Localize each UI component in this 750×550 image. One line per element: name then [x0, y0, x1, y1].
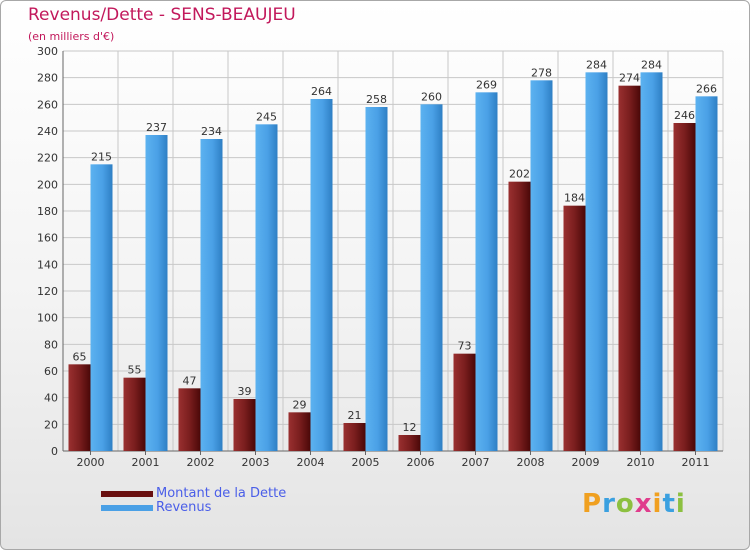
bar-dette [233, 399, 256, 451]
data-label-revenus: 266 [696, 82, 717, 95]
data-labels: 65 55 47 39 29 21 12 73 202 184 274 246 215 237 234 245… [73, 58, 718, 434]
chart-title: Revenus/Dette - SENS-BEAUJEU [28, 5, 296, 25]
data-label-dette: 29 [293, 398, 307, 411]
y-tick-label: 80 [44, 338, 58, 351]
data-label-dette: 202 [509, 168, 530, 181]
bar-revenus [365, 107, 388, 451]
y-tick-label: 0 [51, 445, 58, 458]
data-label-dette: 246 [674, 109, 695, 122]
data-label-revenus: 284 [641, 58, 662, 71]
y-tick-label: 220 [37, 152, 58, 165]
bar-dette [453, 353, 476, 451]
bar-dette [343, 423, 366, 451]
bar-revenus [90, 164, 113, 452]
y-tick-label: 60 [44, 365, 58, 378]
x-tick-label: 2009 [572, 456, 600, 469]
logo-letter: t [662, 489, 676, 519]
bars [68, 72, 718, 452]
x-tick-label: 2011 [682, 456, 710, 469]
data-label-dette: 65 [73, 350, 87, 363]
grid-lines [62, 50, 724, 452]
legend-label-revenus: Revenus [156, 500, 212, 515]
bar-dette [68, 364, 91, 451]
y-tick-label: 160 [37, 232, 58, 245]
bar-dette [288, 412, 311, 451]
logo-letter: o [615, 489, 635, 519]
bar-revenus [530, 80, 553, 451]
bar-dette [398, 435, 421, 451]
x-tick-label: 2010 [627, 456, 655, 469]
x-tick-label: 2005 [352, 456, 380, 469]
data-label-revenus: 258 [366, 93, 387, 106]
logo-letter: r [602, 489, 616, 519]
bar-revenus [145, 135, 168, 451]
data-label-dette: 184 [564, 192, 585, 205]
chart-subtitle: (en milliers d'€) [28, 30, 115, 43]
y-tick-label: 280 [37, 72, 58, 85]
bar-revenus [640, 72, 663, 451]
y-tick-label: 300 [37, 45, 58, 58]
y-tick-label: 40 [44, 392, 58, 405]
y-tick-label: 240 [37, 125, 58, 138]
x-tick-label: 2003 [242, 456, 270, 469]
data-label-revenus: 234 [201, 125, 222, 138]
data-label-dette: 21 [348, 409, 362, 422]
x-tick-label: 2002 [187, 456, 215, 469]
data-label-revenus: 245 [256, 110, 277, 123]
legend-swatch-dette [101, 491, 153, 497]
bar-dette [123, 377, 146, 451]
x-tick-label: 2008 [517, 456, 545, 469]
data-label-revenus: 269 [476, 78, 497, 91]
x-tick-label: 2001 [132, 456, 160, 469]
data-label-dette: 55 [128, 364, 142, 377]
data-label-revenus: 260 [421, 90, 442, 103]
bar-dette [563, 205, 586, 451]
x-tick-label: 2000 [77, 456, 105, 469]
logo-letter: P [582, 489, 603, 519]
bar-revenus [695, 96, 718, 451]
data-label-dette: 47 [183, 374, 197, 387]
data-label-dette: 73 [458, 340, 472, 353]
bar-revenus [310, 99, 333, 451]
bar-revenus [475, 92, 498, 451]
data-label-revenus: 264 [311, 85, 332, 98]
logo-letter: i [652, 489, 663, 519]
y-tick-label: 100 [37, 312, 58, 325]
data-label-dette: 274 [619, 72, 640, 85]
y-tick-label: 260 [37, 98, 58, 111]
bar-revenus [585, 72, 608, 451]
logo-letter: i [675, 489, 686, 519]
data-label-revenus: 237 [146, 121, 167, 134]
data-label-revenus: 215 [91, 150, 112, 163]
data-label-revenus: 278 [531, 66, 552, 79]
legend-label-dette: Montant de la Dette [156, 486, 287, 501]
data-label-dette: 12 [403, 421, 417, 434]
bar-revenus [255, 124, 278, 451]
y-tick-label: 140 [37, 258, 58, 271]
bar-revenus [420, 104, 443, 451]
y-tick-label: 20 [44, 418, 58, 431]
y-tick-label: 180 [37, 205, 58, 218]
logo-letter: x [634, 489, 653, 519]
proxiti-logo: Proxiti [582, 489, 686, 519]
bar-dette [508, 181, 531, 451]
data-label-dette: 39 [238, 385, 252, 398]
bar-dette [673, 123, 696, 451]
x-tick-label: 2004 [297, 456, 325, 469]
data-label-revenus: 284 [586, 58, 607, 71]
x-tick-label: 2007 [462, 456, 490, 469]
axes: 0 20 40 60 80 100 120 140 160 180 200 220 240 260 280 3… [37, 45, 723, 469]
bar-revenus [200, 139, 223, 451]
bar-dette [618, 85, 641, 452]
bar-dette [178, 388, 201, 451]
y-tick-label: 120 [37, 285, 58, 298]
y-tick-label: 200 [37, 178, 58, 191]
x-tick-label: 2006 [407, 456, 435, 469]
legend-swatch-revenus [101, 505, 153, 511]
